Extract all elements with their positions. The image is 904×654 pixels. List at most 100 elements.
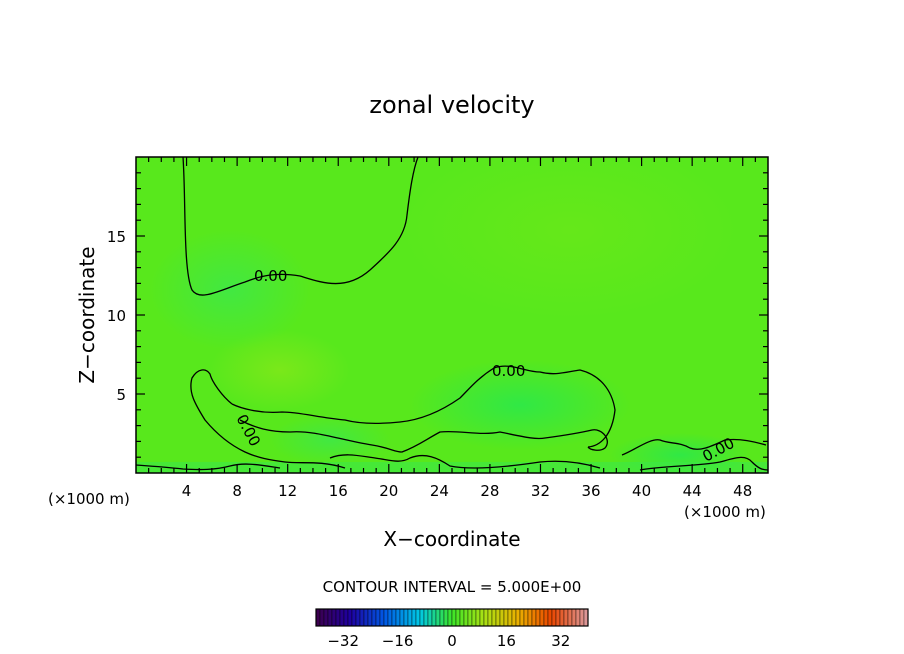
x-tick-label: 44 [683, 482, 702, 500]
x-tick-label: 4 [182, 482, 192, 500]
colorbar-cell [479, 608, 485, 627]
contour-label: 0.00 [492, 362, 525, 380]
x-axis-ticks: 4 8 12 16 20 24 28 32 36 40 44 48 [148, 157, 756, 500]
colorbar-cell [435, 608, 441, 627]
x-tick-label: 32 [531, 482, 550, 500]
contour-lobe [190, 369, 346, 469]
y-tick-label: 5 [116, 386, 126, 404]
colorbar-cell [483, 608, 489, 627]
colorbar-cell [523, 608, 529, 627]
x-tick-label: 20 [379, 482, 398, 500]
contour-bottom-right [621, 438, 768, 471]
colorbar-tick-label: −16 [382, 632, 414, 650]
colorbar-cell [423, 608, 429, 627]
colorbar-cell [571, 608, 577, 627]
colorbar-ticks: −32 −16 0 16 32 [327, 632, 570, 650]
colorbar-cell [487, 608, 493, 627]
chart-title: zonal velocity [369, 91, 534, 119]
colorbar-cell [439, 608, 445, 627]
colorbar-cell [375, 608, 381, 627]
x-tick-label: 16 [329, 482, 348, 500]
colorbar-cell [447, 608, 453, 627]
colorbar-tick-label: 0 [447, 632, 457, 650]
colorbar-cell [459, 608, 465, 627]
contour-interval-text: CONTOUR INTERVAL = 5.000E+00 [323, 578, 582, 596]
x-tick-label: 36 [581, 482, 600, 500]
colorbar-cell [567, 608, 573, 627]
contour-upper [182, 157, 419, 296]
colorbar-cell [371, 608, 377, 627]
colorbar-cell [515, 608, 521, 627]
colorbar-cell [471, 608, 477, 627]
colorbar-cell [391, 608, 397, 627]
y-axis-label: Z−coordinate [75, 246, 99, 383]
colorbar-cell [507, 608, 513, 627]
colorbar-cell [575, 608, 581, 627]
colorbar-cell [455, 608, 461, 627]
colorbar-cell [475, 608, 481, 627]
colorbar-cell [543, 608, 549, 627]
colorbar-cell [335, 608, 341, 627]
colorbar-cell [387, 608, 393, 627]
colorbar-cell [527, 608, 533, 627]
colorbar-cell [519, 608, 525, 627]
colorbar-cell [367, 608, 373, 627]
colorbar-cell [491, 608, 497, 627]
contour-label: 0.00 [254, 267, 287, 285]
colorbar-tick-label: 16 [497, 632, 516, 650]
colorbar-cell [463, 608, 469, 627]
contour-bottom-left [136, 463, 281, 471]
colorbar-cell [339, 608, 345, 627]
colorbar-cell [323, 608, 329, 627]
colorbar-cell [331, 608, 337, 627]
colorbar-cell [403, 608, 409, 627]
colorbar-cell [539, 608, 545, 627]
colorbar-cell [355, 608, 361, 627]
colorbar-cell [327, 608, 333, 627]
y-tick-label: 10 [107, 307, 126, 325]
colorbar-cell [359, 608, 365, 627]
x-tick-label: 48 [733, 482, 752, 500]
colorbar-cell [395, 608, 401, 627]
colorbar-cell [511, 608, 517, 627]
colorbar-cell [443, 608, 449, 627]
colorbar-cell [431, 608, 437, 627]
colorbar-cell [535, 608, 541, 627]
colorbar-tick-label: −32 [327, 632, 359, 650]
contour-bottom-mid [329, 454, 601, 469]
colorbar-cell [415, 608, 421, 627]
x-tick-label: 12 [278, 482, 297, 500]
colorbar-cell [451, 608, 457, 627]
colorbar-cell [343, 608, 349, 627]
colorbar-cell [531, 608, 537, 627]
colorbar-cell [559, 608, 565, 627]
colorbar-cell [383, 608, 389, 627]
colorbar-tick-label: 32 [551, 632, 570, 650]
colorbar-cell [351, 608, 357, 627]
colorbar [315, 608, 589, 627]
colorbar-cell [499, 608, 505, 627]
colorbar-frame [315, 608, 589, 627]
heatmap-field [136, 157, 768, 473]
x-tick-label: 24 [430, 482, 449, 500]
y-tick-label: 15 [107, 228, 126, 246]
x-tick-label: 8 [232, 482, 242, 500]
colorbar-cell [379, 608, 385, 627]
colorbar-cell [503, 608, 509, 627]
contour-middle [231, 365, 616, 453]
x-axis-label: X−coordinate [383, 527, 520, 551]
x-axis-unit-right: (×1000 m) [684, 503, 766, 521]
colorbar-cell [551, 608, 557, 627]
x-axis-unit-left: (×1000 m) [48, 490, 130, 508]
colorbar-cell [419, 608, 425, 627]
colorbar-cell [547, 608, 553, 627]
colorbar-cell [563, 608, 569, 627]
colorbar-cell [579, 608, 585, 627]
x-tick-label: 40 [632, 482, 651, 500]
colorbar-cell [411, 608, 417, 627]
colorbar-cell [467, 608, 473, 627]
colorbar-cell [495, 608, 501, 627]
colorbar-cell [427, 608, 433, 627]
colorbar-cell [363, 608, 369, 627]
